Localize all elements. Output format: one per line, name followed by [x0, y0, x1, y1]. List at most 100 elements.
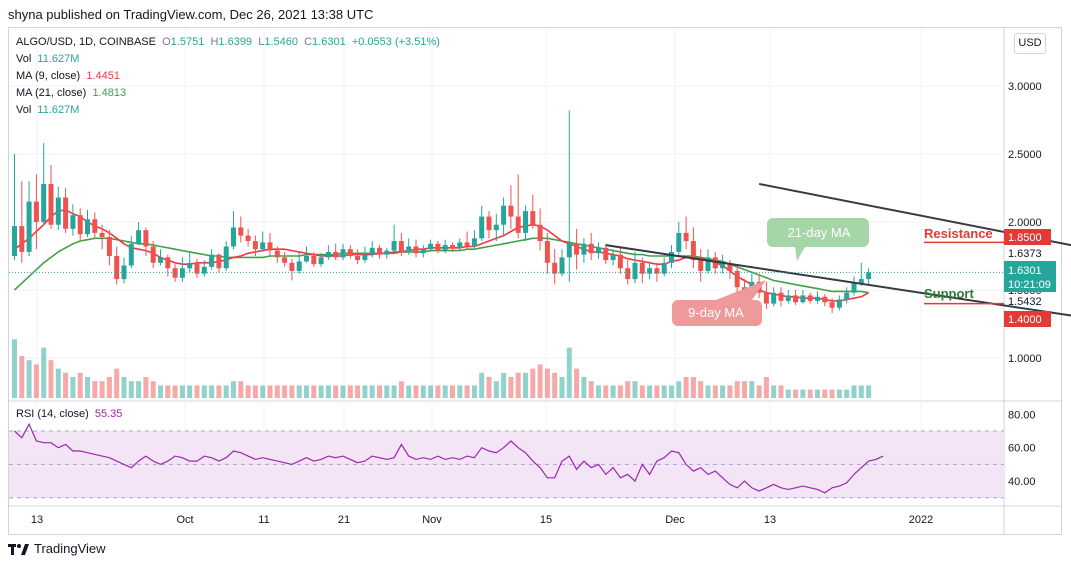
support-label: Support	[924, 286, 974, 301]
time-tick-label: 13	[764, 514, 776, 526]
candle-up	[304, 256, 309, 262]
legend-rsi-label: RSI (14, close)	[16, 408, 89, 420]
candle-up	[369, 247, 375, 255]
currency-button[interactable]: USD	[1014, 33, 1046, 54]
candle-down	[552, 262, 558, 274]
candle-down	[698, 260, 704, 271]
candle-down	[106, 236, 112, 256]
rsi-tick-label: 60.00	[1008, 443, 1036, 455]
volume-bar	[763, 377, 769, 398]
candle-down	[165, 257, 171, 269]
volume-bar	[581, 377, 587, 398]
current-price-tag	[1004, 261, 1056, 292]
volume-bar	[625, 381, 631, 398]
candle-down	[77, 215, 83, 235]
candle-down	[347, 249, 353, 256]
legend-o-label: O	[162, 36, 171, 48]
legend-open: 1.5751	[170, 36, 205, 48]
candle-down	[19, 226, 25, 252]
volume-bar	[712, 385, 718, 398]
price-tick-label: 2.5000	[1008, 149, 1042, 161]
candle-down	[734, 270, 740, 288]
candle-up	[12, 226, 17, 256]
volume-bar	[128, 381, 134, 398]
candle-down	[625, 268, 631, 280]
volume-bar	[238, 381, 244, 398]
candle-up	[815, 296, 820, 301]
volume-bar	[530, 368, 536, 398]
candle-up	[136, 230, 142, 244]
channel-upper-line	[758, 182, 1071, 247]
support-price-text: 1.4000	[1008, 314, 1042, 326]
volume-bar	[515, 372, 521, 398]
candle-up	[318, 257, 324, 265]
candle-up	[420, 249, 426, 254]
legend-rsi: RSI (14, close) 55.35	[16, 408, 122, 420]
footer-brand[interactable]: TradingView	[8, 541, 106, 556]
volume-bar	[41, 347, 47, 398]
current-price-text: 1.6301	[1008, 265, 1042, 277]
volume-bar	[231, 381, 236, 398]
candle-down	[486, 216, 492, 231]
candle-up	[785, 295, 791, 301]
candle-up	[296, 261, 302, 271]
volume-bar	[669, 385, 674, 398]
volume-bar	[442, 385, 448, 398]
volume-bar	[369, 385, 375, 398]
candle-up	[720, 262, 726, 269]
legend-ma21: MA (21, close) 1.4813	[16, 87, 126, 99]
candle-down	[829, 302, 835, 308]
volume-bar	[420, 385, 426, 398]
candle-up	[457, 242, 463, 248]
volume-bar	[793, 389, 799, 398]
candle-down	[274, 250, 280, 258]
volume-bar	[274, 385, 280, 398]
volume-layer	[12, 339, 872, 398]
volume-bar	[260, 385, 266, 398]
axis-layer: 3.00002.50002.00001.50001.000080.0060.00…	[31, 81, 1042, 526]
candle-up	[858, 279, 864, 284]
candle-up	[384, 250, 390, 255]
volume-bar	[450, 385, 455, 398]
legend-rsi-value: 55.35	[94, 408, 123, 420]
volume-bar	[574, 368, 580, 398]
candle-up	[676, 232, 682, 252]
candle-up	[41, 183, 47, 222]
volume-bar	[194, 385, 200, 398]
candle-down	[143, 230, 149, 247]
candle-down	[63, 197, 69, 229]
candle-down	[530, 211, 536, 225]
volume-bar	[676, 381, 682, 398]
legend-vol: Vol 11.627M	[16, 53, 79, 65]
candle-layer	[12, 110, 872, 314]
volume-bar	[661, 385, 667, 398]
volume-bar	[209, 385, 215, 398]
time-tick-label: 13	[31, 514, 43, 526]
volume-bar	[844, 389, 850, 398]
candle-down	[333, 251, 339, 258]
candle-up	[179, 268, 185, 278]
volume-bar	[771, 385, 777, 398]
candle-up	[866, 272, 872, 280]
rsi-line	[14, 422, 884, 494]
volume-bar	[296, 385, 302, 398]
volume-bar	[588, 381, 594, 398]
volume-bar	[77, 372, 83, 398]
legend-l-label: L	[258, 36, 265, 48]
ma21-price-text: 1.6373	[1008, 248, 1042, 260]
candle-down	[194, 262, 200, 274]
resistance-label: Resistance	[924, 226, 993, 241]
volume-bar	[216, 385, 222, 398]
volume-bar	[683, 377, 689, 398]
candle-up	[647, 268, 653, 274]
legend-close: 1.6301	[312, 36, 346, 48]
candle-up	[471, 238, 477, 247]
ma21-callout-text: 21-day MA	[788, 225, 851, 240]
candle-up	[632, 262, 638, 280]
candle-down	[727, 262, 733, 271]
volume-bar	[537, 364, 543, 398]
legend-vol2-label: Vol	[16, 104, 32, 116]
candle-down	[778, 292, 784, 301]
ma9-callout-text: 9-day MA	[688, 305, 744, 320]
